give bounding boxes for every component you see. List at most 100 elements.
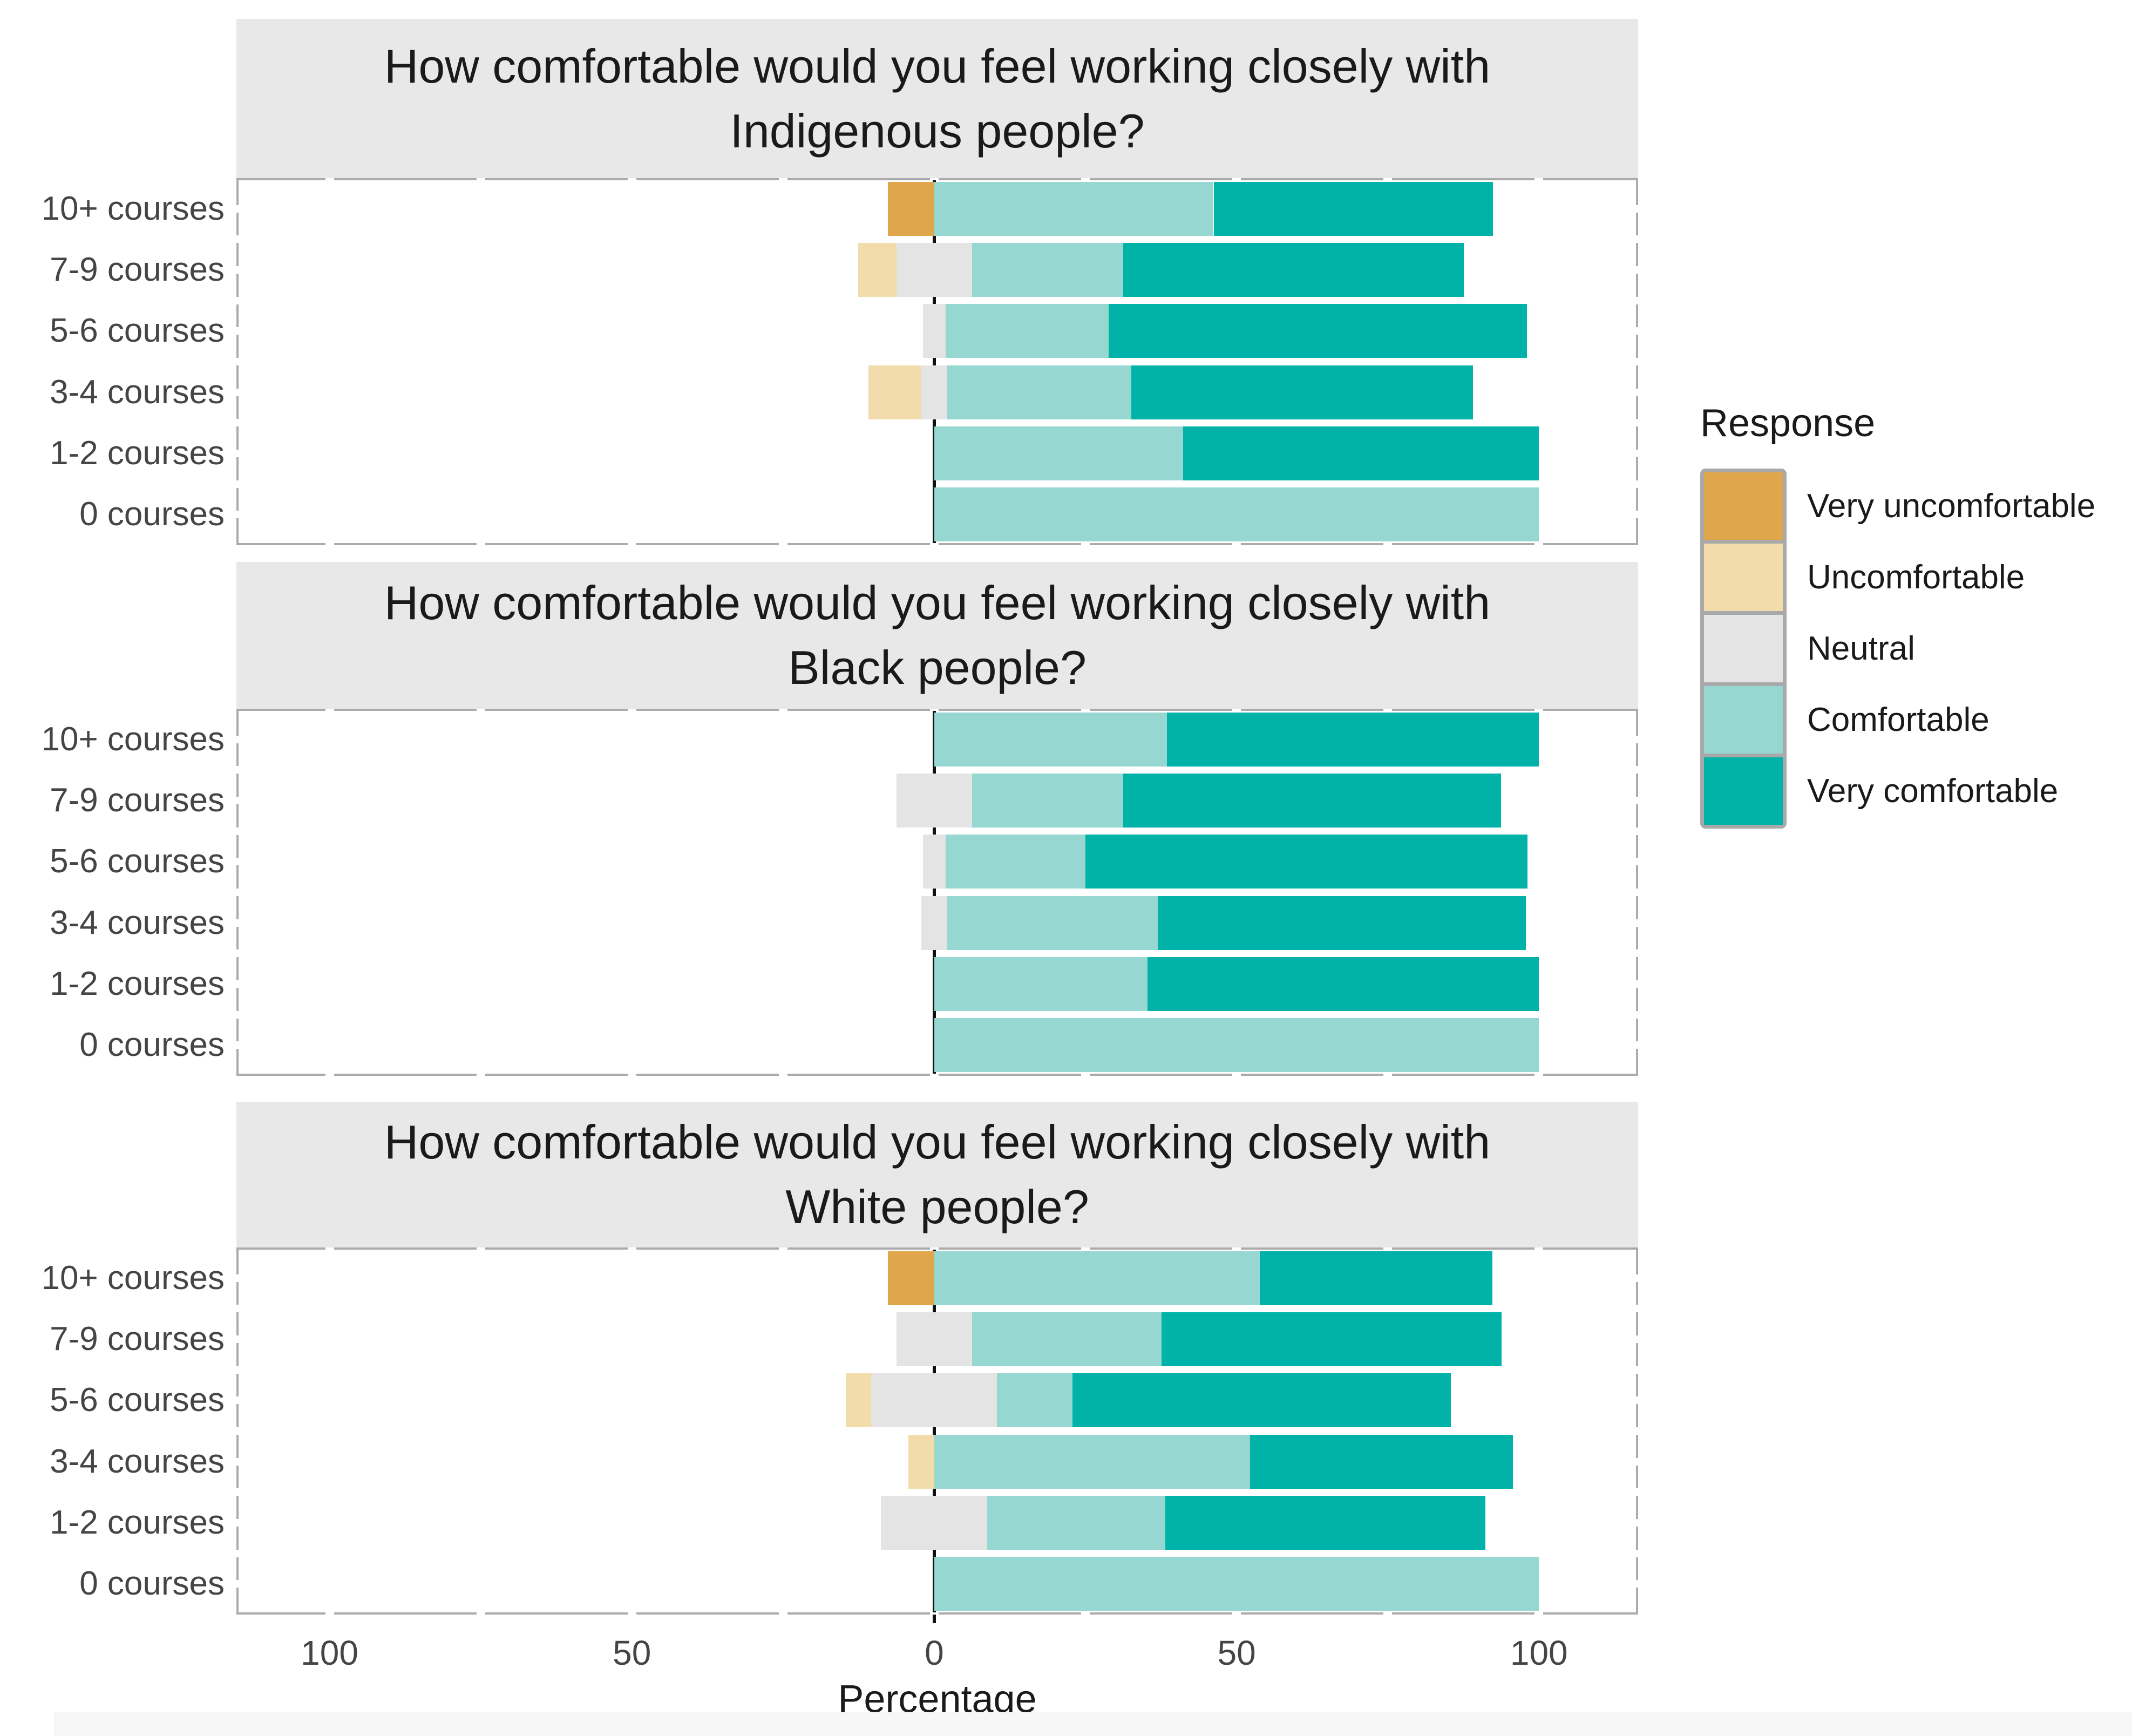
panel-strip: How comfortable would you feel working c… [236, 19, 1638, 178]
border-tick-gap [929, 1074, 939, 1076]
border-tick-gap [1636, 1580, 1638, 1588]
legend-swatch [1704, 540, 1783, 611]
y-axis-label: 3-4 courses [50, 1442, 225, 1480]
border-tick-gap [325, 1247, 334, 1250]
bar-segment [881, 1496, 988, 1550]
bar-segment [858, 243, 897, 297]
border-tick-gap [236, 1427, 239, 1435]
border-tick-gap [1636, 480, 1638, 488]
bar-segment [1072, 1373, 1451, 1428]
y-axis-label: 3-4 courses [50, 904, 225, 941]
border-tick-gap [236, 919, 239, 927]
border-tick-gap [236, 480, 239, 488]
y-axis-label: 1-2 courses [50, 435, 225, 472]
border-tick-gap [236, 858, 239, 866]
bar-segment [934, 1434, 1250, 1489]
border-tick-gap [1232, 1074, 1241, 1076]
border-tick-gap [778, 1074, 787, 1076]
border-tick-gap [236, 1488, 239, 1496]
bar-segment [887, 1251, 934, 1305]
border-tick-gap [778, 543, 787, 545]
bar-segment [934, 1251, 1260, 1305]
panel-title-line1: How comfortable would you feel working c… [384, 576, 1491, 629]
border-tick-gap [627, 543, 636, 545]
border-tick-gap [1081, 1074, 1090, 1076]
border-tick-gap [236, 205, 239, 213]
border-tick-gap [236, 1011, 239, 1019]
border-tick-gap [1636, 1041, 1638, 1049]
border-tick-gap [778, 1612, 787, 1615]
border-tick-gap [1636, 358, 1638, 365]
border-tick-gap [1081, 178, 1090, 180]
border-tick-gap [1636, 735, 1638, 743]
panel-title-line2: Black people? [788, 641, 1087, 694]
panel-strip: How comfortable would you feel working c… [236, 562, 1638, 709]
legend-swatch [1704, 472, 1783, 540]
border-tick-gap [325, 178, 334, 180]
border-tick-gap [236, 1041, 239, 1049]
border-tick-gap [476, 1612, 485, 1615]
cropped-caption-strip [54, 1712, 2132, 1736]
legend-label: Very comfortable [1807, 772, 2059, 810]
legend-label: Comfortable [1807, 701, 1990, 738]
bar-segment [871, 1373, 997, 1428]
border-tick-gap [1081, 543, 1090, 545]
zero-axis-tick [932, 1615, 936, 1623]
bar-segment [934, 487, 1539, 542]
border-tick-gap [236, 266, 239, 274]
bar-segment [987, 1496, 1165, 1550]
legend-label: Uncomfortable [1807, 558, 2025, 596]
border-tick-gap [929, 543, 939, 545]
border-tick-gap [1636, 1519, 1638, 1527]
border-tick-gap [476, 709, 485, 711]
legend-key-column [1700, 469, 1787, 829]
border-tick-gap [236, 235, 239, 243]
zero-baseline [932, 709, 936, 1076]
border-tick-gap [236, 1519, 239, 1527]
y-axis-label: 10+ courses [41, 189, 225, 227]
border-tick-gap [1535, 1612, 1544, 1615]
border-tick-gap [627, 1074, 636, 1076]
border-tick-gap [1636, 511, 1638, 519]
panel-title-line1: How comfortable would you feel working c… [384, 1115, 1491, 1169]
bar-segment [868, 365, 921, 419]
panel-strip: How comfortable would you feel working c… [236, 1102, 1638, 1247]
border-tick-gap [1636, 766, 1638, 774]
legend-swatch [1704, 754, 1783, 825]
bar-segment [934, 426, 1184, 480]
bar-segment [934, 181, 1214, 236]
bar-segment [922, 304, 946, 358]
border-tick-gap [1636, 296, 1638, 304]
bar-segment [1148, 957, 1539, 1011]
bar-segment [1259, 1251, 1492, 1305]
bar-segment [934, 712, 1167, 767]
y-axis-label: 10+ courses [41, 1259, 225, 1297]
bar-segment [934, 957, 1148, 1011]
border-tick-gap [1232, 1247, 1241, 1250]
bar-segment [1123, 774, 1502, 828]
bar-segment [896, 243, 972, 297]
plot-area [236, 178, 1638, 545]
bar-segment [908, 1434, 934, 1489]
border-tick-gap [1636, 1488, 1638, 1496]
border-tick-gap [236, 1396, 239, 1405]
border-tick-gap [1636, 1274, 1638, 1282]
border-tick-gap [778, 1247, 787, 1250]
bar-segment [1167, 712, 1539, 767]
border-tick-gap [1636, 388, 1638, 396]
border-tick-gap [1535, 709, 1544, 711]
border-tick-gap [1636, 1427, 1638, 1435]
bar-segment [946, 835, 1085, 889]
border-tick-gap [1383, 709, 1393, 711]
border-tick-gap [1535, 543, 1544, 545]
bar-segment [846, 1373, 872, 1428]
bar-segment [887, 181, 934, 236]
bar-segment [934, 1557, 1539, 1611]
border-tick-gap [1636, 980, 1638, 988]
y-axis-label: 0 courses [79, 1565, 225, 1603]
border-tick-gap [1636, 1457, 1638, 1466]
legend-title: Response [1700, 402, 1876, 445]
border-tick-gap [1636, 889, 1638, 896]
bar-segment [921, 896, 947, 950]
